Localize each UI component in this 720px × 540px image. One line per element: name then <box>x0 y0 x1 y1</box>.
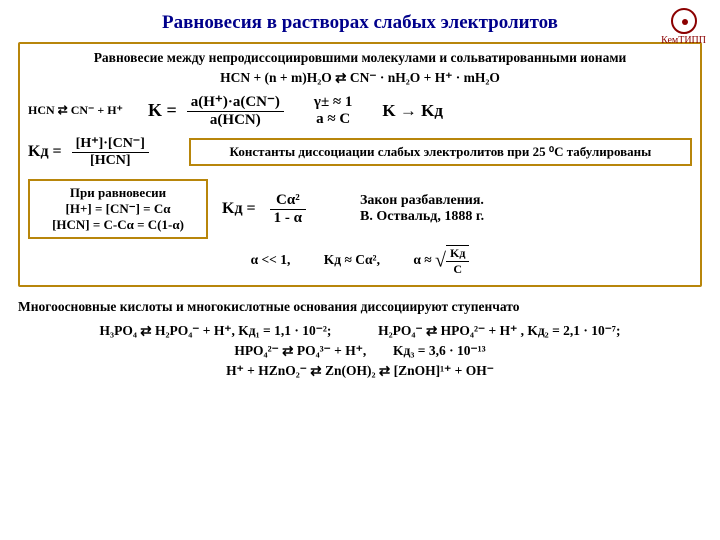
equil-l3: [HCN] = C-Cα = C(1-α) <box>36 217 200 233</box>
k-fraction: a(H⁺)·a(CN⁻) a(HCN) <box>187 92 284 129</box>
kd-alpha-num: Cα² <box>270 192 306 210</box>
kd-numerator: [H⁺]·[CN⁻] <box>72 135 149 153</box>
alpha-sqrt-num: Kд <box>446 246 469 262</box>
d1b-k: Kд₂ = 2,1 · 10⁻⁷; <box>527 323 620 338</box>
row-k: HCN ⇄ CN⁻ + H⁺ K = a(H⁺)·a(CN⁻) a(HCN) γ… <box>28 92 692 129</box>
dissociation-3: H⁺ + HZnO₂⁻ ⇄ Zn(OH)₂ ⇄ [ZnOH]¹⁺ + OH⁻ <box>18 363 702 379</box>
ostwald-law: Закон разбавления. В. Оствальд, 1888 г. <box>360 193 484 225</box>
kd-alpha-fraction: Cα² 1 - α <box>270 192 306 227</box>
kd-fraction: [H⁺]·[CN⁻] [HCN] <box>72 135 149 169</box>
gamma-top: γ± ≈ 1 <box>314 94 352 111</box>
page-title: Равновесия в растворах слабых электролит… <box>18 12 702 34</box>
statement: Многоосновные кислоты и многокислотные о… <box>18 299 702 315</box>
equil-l1: При равновесии <box>36 185 200 201</box>
row-ostwald: При равновесии [H+] = [CN⁻] = Cα [HCN] =… <box>28 179 692 239</box>
k-equals: K = <box>148 100 177 121</box>
row-alpha: α << 1, Kд ≈ Cα², α ≈ √ Kд C <box>28 245 692 277</box>
equation-short: HCN ⇄ CN⁻ + H⁺ <box>28 103 138 118</box>
gamma-condition: γ± ≈ 1 a ≈ C <box>314 94 352 128</box>
dissociation-2: HPO₄²⁻ ⇄ PO₄³⁻ + H⁺, Kд₃ = 3,6 · 10⁻¹³ <box>18 343 702 359</box>
alpha-cond: α << 1, <box>251 252 291 267</box>
kd-alpha-equals: Kд = <box>222 200 256 218</box>
kd-equals: Kд = <box>28 143 62 161</box>
k-to-kd: K → Kд <box>382 101 443 121</box>
equation-full: HCN + (n + m)H₂O ⇄ CN⁻ · nH₂O + H⁺ · mH₂… <box>28 70 692 86</box>
alpha-sqrt-frac: Kд C <box>446 245 469 277</box>
kd-approx: Kд ≈ Cα², <box>324 252 380 267</box>
d2-left: HPO₄²⁻ ⇄ PO₄³⁻ + H⁺, <box>234 343 369 358</box>
d2-k: Kд₃ = 3,6 · 10⁻¹³ <box>393 343 486 358</box>
dissociation-1: H₃PO₄ ⇄ H₂PO₄⁻ + H⁺, Kд₁ = 1,1 · 10⁻²; H… <box>18 323 702 339</box>
k-numerator: a(H⁺)·a(CN⁻) <box>187 92 284 112</box>
ostwald-l2: В. Оствальд, 1888 г. <box>360 209 484 225</box>
gamma-bot: a ≈ C <box>314 111 352 128</box>
logo: КемТИПП <box>661 8 706 46</box>
logo-ring-icon <box>671 8 697 34</box>
ostwald-l1: Закон разбавления. <box>360 193 484 209</box>
tabulated-box: Константы диссоциации слабых электролито… <box>189 138 692 166</box>
subheading: Равновесие между непродиссоциировшими мо… <box>28 50 692 66</box>
alpha-sqrt-den: C <box>446 262 469 277</box>
equil-l2: [H+] = [CN⁻] = Cα <box>36 201 200 217</box>
alpha-approx-pre: α ≈ <box>413 252 431 267</box>
main-box: Равновесие между непродиссоциировшими мо… <box>18 42 702 287</box>
d1-left: H₃PO₄ ⇄ H₂PO₄⁻ + H⁺, <box>100 323 239 338</box>
logo-text: КемТИПП <box>661 35 706 46</box>
row-kd: Kд = [H⁺]·[CN⁻] [HCN] Константы диссоциа… <box>28 135 692 169</box>
kd-denominator: [HCN] <box>72 153 149 169</box>
d1b-left: H₂PO₄⁻ ⇄ HPO₄²⁻ + H⁺ , <box>378 323 527 338</box>
kd-alpha-den: 1 - α <box>270 210 306 227</box>
equilibrium-box: При равновесии [H+] = [CN⁻] = Cα [HCN] =… <box>28 179 208 239</box>
d1-k: Kд₁ = 1,1 · 10⁻²; <box>238 323 331 338</box>
k-denominator: a(HCN) <box>187 112 284 129</box>
